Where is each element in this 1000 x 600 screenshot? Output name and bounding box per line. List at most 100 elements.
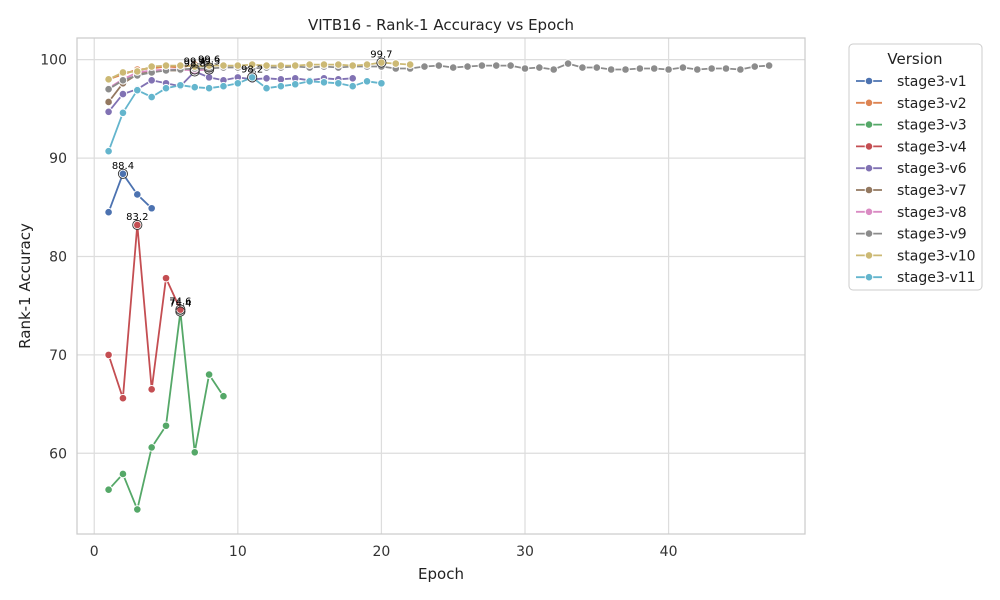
y-tick-label: 60 xyxy=(49,446,67,462)
x-axis-ticks: 0 10 20 30 40 xyxy=(90,544,678,560)
data-point xyxy=(434,61,444,70)
legend-item: stage3-v1 xyxy=(856,74,967,90)
chart-title: VITB16 - Rank-1 Accuracy vs Epoch xyxy=(308,16,574,34)
legend-marker xyxy=(864,272,874,282)
data-point xyxy=(463,62,472,71)
data-point xyxy=(549,65,559,74)
data-point xyxy=(118,89,128,99)
best-point-marker xyxy=(204,64,215,75)
data-point xyxy=(348,74,357,83)
series-line xyxy=(107,310,225,511)
data-point xyxy=(362,77,372,86)
data-point xyxy=(133,190,142,199)
data-point xyxy=(161,83,171,93)
data-point xyxy=(262,61,271,70)
data-point xyxy=(377,78,386,88)
data-point xyxy=(649,64,659,73)
data-label: 83.2 xyxy=(126,212,148,223)
best-point-marker xyxy=(189,66,200,77)
data-point xyxy=(147,76,156,85)
data-label: 99.4 xyxy=(184,56,206,67)
data-point xyxy=(118,169,128,179)
data-point xyxy=(520,64,530,73)
data-point xyxy=(247,60,257,69)
data-point xyxy=(219,61,228,70)
legend-box xyxy=(848,43,983,291)
data-point xyxy=(391,59,401,68)
legend-marker xyxy=(864,98,874,108)
legend-label: stage3-v8 xyxy=(897,205,967,221)
data-point xyxy=(262,83,271,93)
data-point xyxy=(420,62,429,71)
data-point xyxy=(219,391,228,401)
data-point xyxy=(104,350,113,360)
data-point xyxy=(176,80,185,90)
data-point xyxy=(262,74,271,83)
data-point xyxy=(535,63,544,72)
data-point xyxy=(219,81,228,91)
data-label: 74.4 xyxy=(169,299,191,310)
data-point xyxy=(104,107,113,117)
legend-item: stage3-v9 xyxy=(856,227,967,243)
series-line xyxy=(108,61,411,81)
x-tick-label: 20 xyxy=(372,544,390,560)
data-point xyxy=(290,61,300,70)
data-point xyxy=(133,67,142,76)
y-axis-label: Rank-1 Accuracy xyxy=(16,223,34,349)
legend-label: stage3-v7 xyxy=(897,183,967,199)
data-point xyxy=(104,146,113,156)
data-label: 99.3 xyxy=(198,56,220,67)
data-point xyxy=(319,77,329,87)
data-label: 99.6 xyxy=(198,55,220,66)
y-axis-ticks: 60 70 80 90 100 xyxy=(40,53,67,463)
legend-label: stage3-v1 xyxy=(897,74,967,90)
data-point xyxy=(606,65,616,74)
data-point xyxy=(693,65,702,74)
best-point-marker xyxy=(132,219,143,231)
data-point xyxy=(276,81,286,91)
series-stage3-v1 xyxy=(104,169,156,217)
data-point xyxy=(592,63,602,72)
x-tick-label: 0 xyxy=(90,544,99,560)
data-point xyxy=(147,443,156,452)
data-label: 98.2 xyxy=(241,64,263,75)
data-point xyxy=(118,68,128,77)
best-point-marker xyxy=(117,168,128,179)
x-tick-label: 40 xyxy=(660,544,678,560)
legend-item: stage3-v2 xyxy=(856,96,967,112)
data-point xyxy=(750,62,760,71)
legend-label: stage3-v10 xyxy=(897,248,976,264)
best-point-marker xyxy=(247,72,258,83)
data-point xyxy=(118,393,128,403)
data-point xyxy=(563,59,573,68)
legend-item: stage3-v3 xyxy=(856,118,967,134)
data-point xyxy=(707,64,716,73)
data-point xyxy=(204,83,214,93)
series-stage3-v3 xyxy=(104,307,228,514)
plot-frame xyxy=(76,37,806,535)
legend-label: stage3-v2 xyxy=(897,96,967,112)
legend-marker xyxy=(864,120,874,129)
y-tick-label: 70 xyxy=(49,348,67,364)
legend-label: stage3-v11 xyxy=(897,270,976,286)
data-point xyxy=(104,84,113,94)
legend-label: stage3-v9 xyxy=(897,227,967,243)
legend-marker xyxy=(864,163,874,173)
data-point xyxy=(664,65,673,74)
data-point xyxy=(305,77,314,86)
best-point-marker xyxy=(376,57,387,68)
y-tick-label: 90 xyxy=(49,151,67,167)
grid xyxy=(77,38,805,534)
x-tick-label: 30 xyxy=(516,544,534,560)
data-point xyxy=(104,97,113,107)
data-point xyxy=(133,505,142,514)
data-point xyxy=(118,108,128,118)
legend: Version stage3-v1stage3-v2stage3-v3stage… xyxy=(848,43,983,291)
data-point xyxy=(133,220,142,230)
data-point xyxy=(678,63,688,72)
data-point xyxy=(348,81,357,91)
data-point xyxy=(104,75,113,84)
data-point xyxy=(147,203,156,213)
y-tick-label: 100 xyxy=(40,53,67,69)
